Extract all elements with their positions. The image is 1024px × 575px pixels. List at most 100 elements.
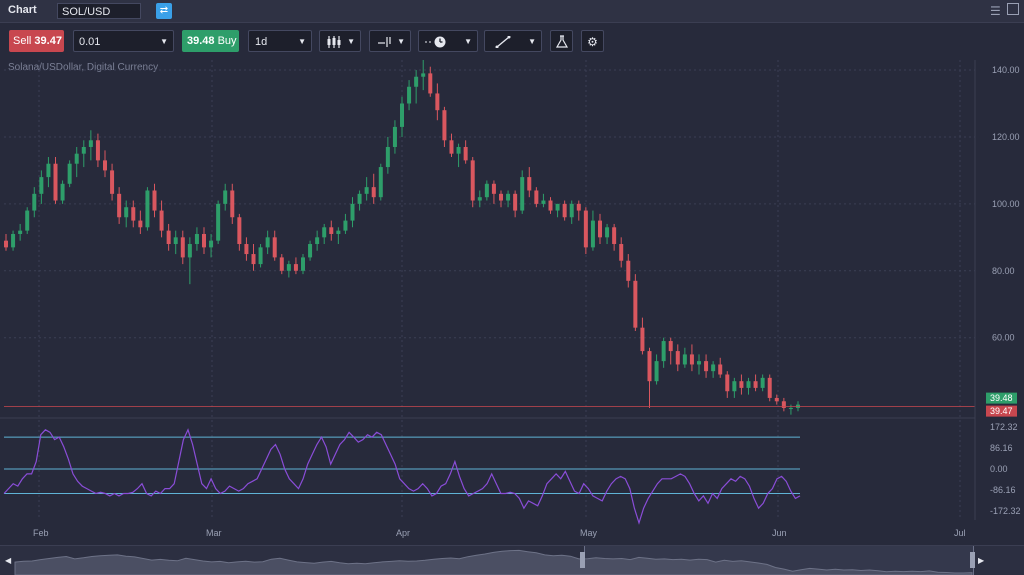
instrument-label: Solana/USDollar, Digital Currency [8, 62, 159, 73]
buy-button[interactable]: 39.48 Buy [182, 30, 239, 52]
scroll-left-arrow[interactable]: ◀ [5, 556, 12, 565]
candle-body [18, 230, 23, 234]
menu-icon[interactable]: ☰ [990, 4, 1001, 18]
chart-window-titlebar: Chart SOL/USD ⇄ ☰ [0, 0, 1024, 23]
candlestick-icon [327, 36, 341, 48]
candle-body [145, 190, 150, 228]
candle-body [569, 203, 574, 218]
candle-body [463, 146, 468, 161]
candle-body [237, 217, 242, 245]
line-tool-icon [495, 36, 511, 48]
candle-body [414, 76, 419, 87]
candle-body [661, 341, 666, 362]
candle-body [244, 244, 249, 255]
candle-body [187, 244, 192, 258]
candle-body [718, 364, 723, 375]
candle-body [371, 187, 376, 198]
candle-body [534, 190, 539, 204]
candle-body [138, 220, 143, 228]
candle-body [774, 397, 779, 402]
candle-body [421, 73, 426, 77]
chevron-down-icon: ▼ [298, 37, 306, 46]
candle-body [704, 361, 709, 372]
sell-price: 39.47 [34, 35, 62, 47]
price-tick-label: 60.00 [992, 333, 1015, 343]
quantity-dropdown[interactable]: 0.01 ▼ [73, 30, 174, 52]
candle-body [788, 407, 793, 409]
candle-body [95, 140, 100, 161]
candle-body [626, 260, 631, 281]
sell-button[interactable]: Sell 39.47 [9, 30, 64, 52]
candle-body [194, 233, 199, 245]
settings-button[interactable]: ⚙ [581, 30, 604, 52]
candle-body [110, 170, 115, 194]
scroll-right-arrow[interactable]: ▶ [978, 556, 985, 565]
candle-body [576, 203, 581, 211]
candle-body [562, 203, 567, 218]
flask-button[interactable] [550, 30, 573, 52]
candle-body [682, 354, 687, 365]
candle-body [400, 103, 404, 127]
indicator-panel [0, 417, 975, 525]
date-tick-label: Feb [33, 528, 49, 538]
candle-body [180, 237, 185, 258]
chevron-down-icon: ▼ [528, 37, 536, 46]
candle-body [527, 177, 532, 191]
timeframe-dropdown[interactable]: 1d ▼ [248, 30, 312, 52]
candle-body [484, 183, 489, 198]
window-title: Chart [8, 4, 37, 16]
candle-body [506, 193, 511, 201]
price-tick-label: 120.00 [992, 132, 1020, 142]
candle-body [53, 163, 58, 201]
candle-body [590, 220, 595, 248]
candle-body [640, 327, 645, 352]
candle-body [216, 203, 221, 241]
price-tick-label: 100.00 [992, 199, 1020, 209]
candle-body [520, 177, 525, 211]
navigator-left-handle[interactable] [580, 552, 585, 568]
link-icon[interactable]: ⇄ [156, 3, 172, 19]
indicator-tick-label: 0.00 [990, 464, 1008, 474]
candle-body [230, 190, 235, 218]
candle-body [39, 177, 44, 194]
bid-price-tag [986, 405, 1017, 417]
candle-body [767, 377, 772, 398]
candle-body [470, 160, 475, 201]
candle-body [598, 220, 602, 238]
candle-body [272, 237, 277, 258]
symbol-input[interactable]: SOL/USD [57, 3, 141, 19]
candle-body [583, 210, 588, 248]
candle-body [364, 187, 369, 194]
candlestick-series [4, 60, 975, 415]
navigator-scrollbar[interactable]: ◀ ▶ [0, 545, 1024, 575]
candle-body [251, 254, 256, 265]
candle-body [605, 227, 610, 238]
candle-body [81, 146, 86, 154]
chevron-down-icon: ▼ [397, 37, 405, 46]
maximize-icon[interactable] [1007, 3, 1019, 15]
flask-icon [555, 35, 569, 48]
date-tick-label: Mar [206, 528, 222, 538]
indicator-tick-label: 172.32 [990, 422, 1018, 432]
candle-body [152, 190, 157, 211]
candle-body [760, 377, 765, 388]
candle-body [124, 207, 129, 218]
chart-axes: 140.00 120.00 100.00 80.00 60.00 Feb Mar Apr May… [33, 60, 1021, 538]
chart-type-dropdown[interactable]: ▼ [319, 30, 361, 52]
indicator-tick-label: -172.32 [990, 506, 1021, 516]
candle-body [357, 193, 362, 204]
indicator-dropdown[interactable]: ▼ [369, 30, 411, 52]
price-tick-label: 140.00 [992, 65, 1020, 75]
candle-body [753, 381, 758, 388]
candle-body [258, 247, 263, 265]
candle-body [329, 227, 334, 234]
time-dropdown[interactable]: ▼ [418, 30, 478, 52]
timeframe-value: 1d [255, 36, 268, 48]
ask-price-tag-text: 39.48 [990, 393, 1013, 403]
navigator-right-handle[interactable] [970, 552, 975, 568]
candle-body [202, 233, 206, 248]
drawing-tools-dropdown[interactable]: ▼ [484, 30, 542, 52]
candle-body [739, 381, 744, 388]
candle-body [265, 237, 270, 248]
